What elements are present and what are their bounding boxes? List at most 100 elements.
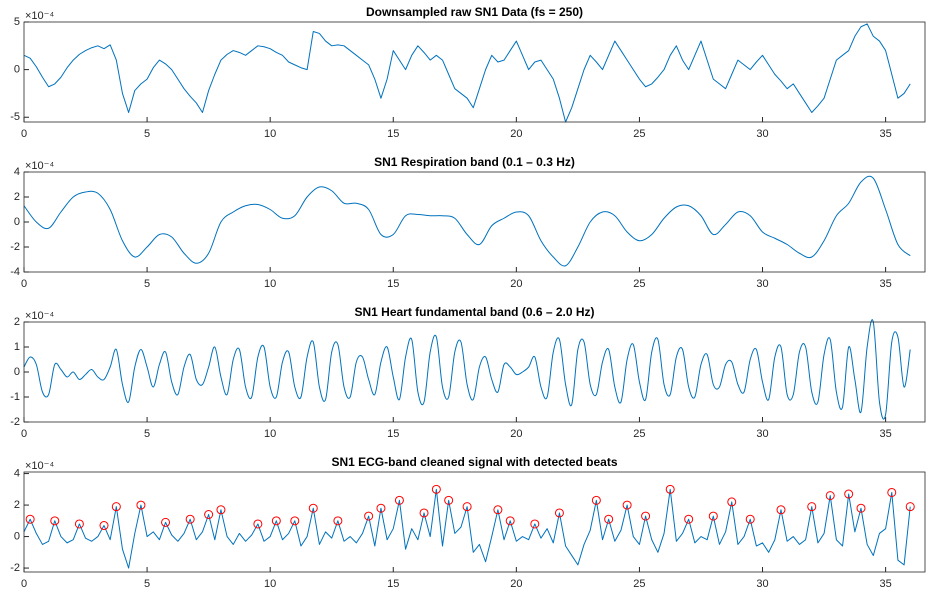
beat-marker <box>684 514 694 524</box>
beat-marker <box>887 487 897 497</box>
beat-marker <box>825 491 835 501</box>
x-tick-label: 5 <box>144 128 150 140</box>
y-exponent-label: ×10⁻⁴ <box>25 160 54 172</box>
beat-marker <box>216 505 226 515</box>
signal-line <box>23 319 911 420</box>
x-tick-label: 10 <box>264 128 276 140</box>
beat-marker <box>776 505 786 515</box>
chart-title: Downsampled raw SN1 Data (fs = 250) <box>366 5 583 19</box>
beat-marker <box>708 511 718 521</box>
y-tick-label: -1 <box>10 391 20 403</box>
axes-box <box>23 21 926 123</box>
beat-marker <box>554 508 564 518</box>
beat-marker <box>444 495 454 505</box>
x-tick-label: 15 <box>387 128 399 140</box>
x-tick-label: 20 <box>510 428 522 440</box>
x-tick-label: 5 <box>144 578 150 590</box>
beat-marker <box>376 503 386 513</box>
y-tick-label: 5 <box>14 16 20 28</box>
axes-box <box>23 171 926 273</box>
y-tick-label: 2 <box>14 499 20 511</box>
axes-box <box>23 321 926 423</box>
x-tick-label: 35 <box>879 578 891 590</box>
beat-marker <box>665 484 675 494</box>
y-tick-label: 4 <box>14 166 20 178</box>
x-tick-label: 35 <box>879 428 891 440</box>
beat-marker <box>530 519 540 529</box>
beat-marker <box>333 516 343 526</box>
y-tick-label: 2 <box>14 316 20 328</box>
beat-marker <box>622 500 632 510</box>
x-tick-label: 0 <box>21 578 27 590</box>
beat-marker <box>419 508 429 518</box>
beat-marker <box>161 517 171 527</box>
x-tick-label: 5 <box>144 278 150 290</box>
y-exponent-label: ×10⁻⁴ <box>25 460 54 472</box>
y-tick-label: -5 <box>10 111 20 123</box>
beat-marker <box>253 519 263 529</box>
beat-marker <box>905 502 915 512</box>
y-tick-label: 0 <box>14 366 20 378</box>
x-tick-label: 20 <box>510 128 522 140</box>
y-tick-label: 4 <box>14 467 20 479</box>
x-tick-label: 20 <box>510 278 522 290</box>
beat-marker <box>856 503 866 513</box>
x-tick-label: 25 <box>633 578 645 590</box>
beat-marker <box>505 516 515 526</box>
beat-marker <box>308 503 318 513</box>
beat-marker <box>136 500 146 510</box>
x-tick-label: 10 <box>264 578 276 590</box>
beat-marker <box>727 497 737 507</box>
beat-marker <box>807 502 817 512</box>
x-tick-label: 15 <box>387 578 399 590</box>
y-tick-label: -2 <box>10 562 20 574</box>
chart-title: SN1 ECG-band cleaned signal with detecte… <box>331 455 617 469</box>
chart-title: SN1 Heart fundamental band (0.6 – 2.0 Hz… <box>354 305 594 319</box>
signal-line <box>23 23 911 123</box>
x-tick-label: 35 <box>879 278 891 290</box>
y-tick-label: 0 <box>14 64 20 76</box>
x-tick-label: 10 <box>264 278 276 290</box>
y-exponent-label: ×10⁻⁴ <box>25 310 54 322</box>
beat-marker <box>844 489 854 499</box>
x-tick-label: 15 <box>387 278 399 290</box>
beat-marker <box>591 495 601 505</box>
beat-marker <box>493 505 503 515</box>
beat-marker <box>364 511 374 521</box>
x-tick-label: 0 <box>21 128 27 140</box>
beat-marker <box>604 514 614 524</box>
beat-marker <box>50 516 60 526</box>
x-tick-label: 25 <box>633 278 645 290</box>
beat-marker <box>25 514 35 524</box>
axes-background <box>24 172 925 272</box>
x-tick-label: 0 <box>21 428 27 440</box>
beat-marker <box>745 514 755 524</box>
x-tick-label: 30 <box>756 278 768 290</box>
x-tick-label: 25 <box>633 428 645 440</box>
y-tick-label: 1 <box>14 341 20 353</box>
x-tick-label: 25 <box>633 128 645 140</box>
beat-marker <box>185 514 195 524</box>
x-tick-label: 30 <box>756 578 768 590</box>
beat-marker <box>99 521 109 531</box>
x-tick-label: 0 <box>21 278 27 290</box>
beat-marker <box>204 510 214 520</box>
axes-background <box>24 22 925 122</box>
y-tick-label: 0 <box>14 216 20 228</box>
beat-marker <box>431 484 441 494</box>
axes-box <box>23 471 926 573</box>
beat-marker <box>394 495 404 505</box>
signal-line <box>23 488 911 569</box>
y-tick-label: -2 <box>10 241 20 253</box>
x-tick-label: 30 <box>756 428 768 440</box>
y-tick-label: 0 <box>14 530 20 542</box>
x-tick-label: 5 <box>144 428 150 440</box>
x-tick-label: 15 <box>387 428 399 440</box>
axes-background <box>24 322 925 422</box>
signal-line <box>23 175 911 267</box>
beat-marker <box>271 516 281 526</box>
y-tick-label: -4 <box>10 266 20 278</box>
x-tick-label: 20 <box>510 578 522 590</box>
y-tick-label: -2 <box>10 416 20 428</box>
